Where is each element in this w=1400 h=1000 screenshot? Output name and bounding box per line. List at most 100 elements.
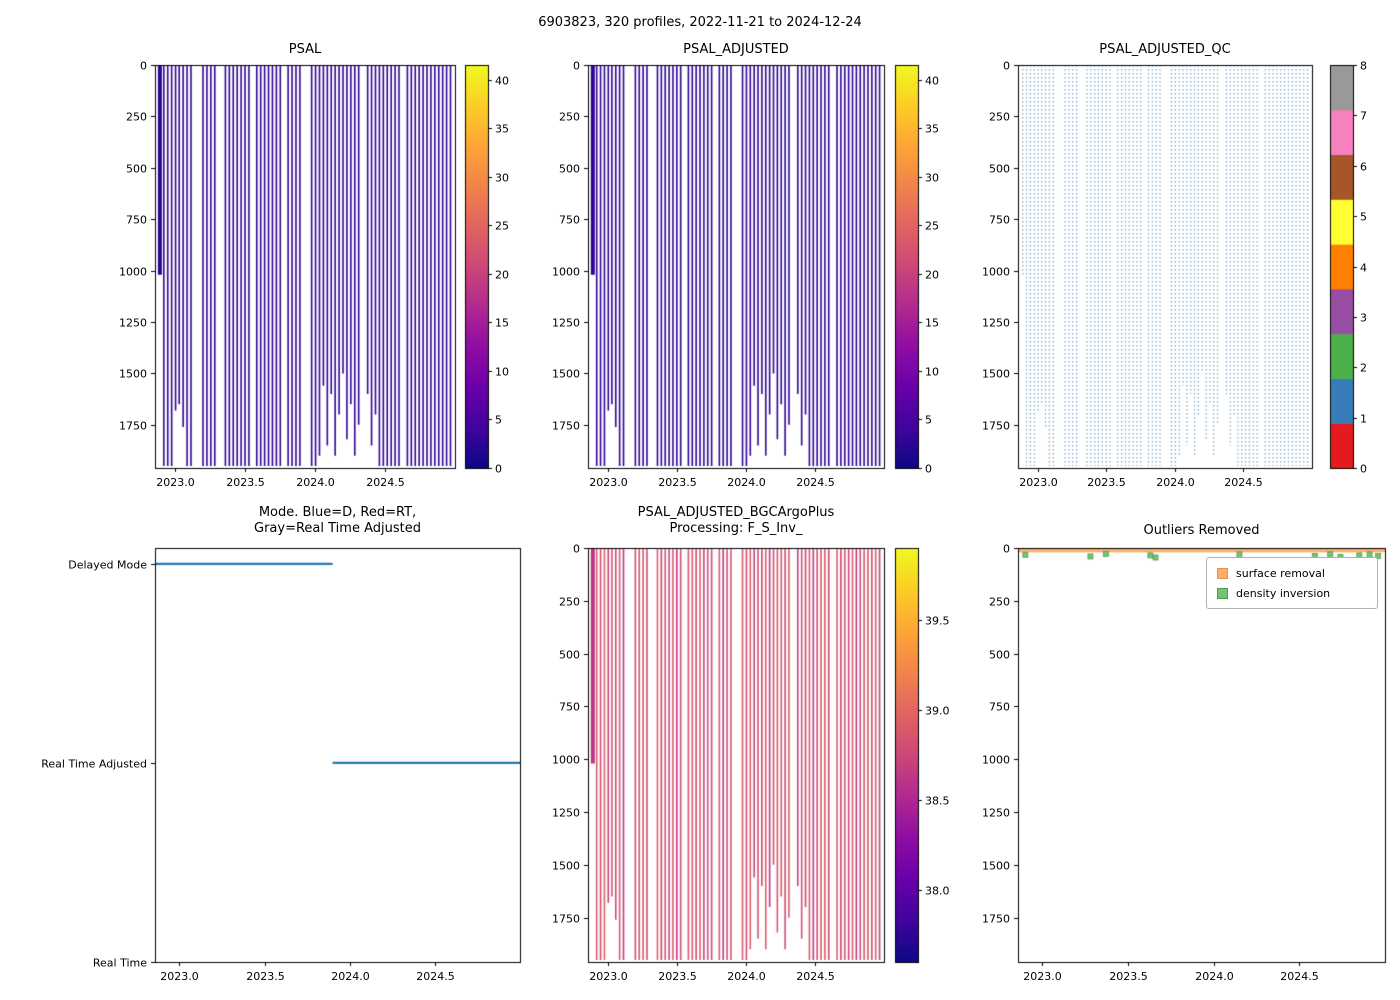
x-tick-label: 2023.5 (246, 970, 285, 983)
y-tick-label: 0 (573, 542, 580, 555)
colorbar-tick-label: 38.5 (925, 794, 950, 807)
y-tick-label: 0 (140, 59, 147, 72)
y-tick-label: 500 (989, 648, 1010, 661)
colorbar-tick-label: 15 (495, 316, 509, 329)
y-tick-label: 1250 (552, 316, 580, 329)
y-tick-label: 1500 (982, 859, 1010, 872)
y-tick-label: 1000 (119, 265, 147, 278)
colorbar-tick-label: 7 (1360, 109, 1367, 122)
y-tick-label: 1000 (982, 753, 1010, 766)
x-tick-label: 2023.5 (658, 476, 697, 489)
y-tick-label: 1750 (552, 419, 580, 432)
legend-item-density-inversion: density inversion (1215, 583, 1369, 603)
x-tick-label: 2024.5 (416, 970, 455, 983)
x-tick-label: 2023.0 (160, 970, 199, 983)
colorbar-tick-label: 30 (495, 171, 509, 184)
y-tick-label: 750 (989, 700, 1010, 713)
y-tick-label: 1000 (552, 265, 580, 278)
x-tick-label: 2024.0 (331, 970, 370, 983)
colorbar-tick-label: 8 (1360, 59, 1367, 72)
colorbar-tick-label: 5 (1360, 210, 1367, 223)
colorbar-tick-label: 40 (925, 74, 939, 87)
y-tick-label: 1500 (982, 367, 1010, 380)
y-tick-label: 500 (126, 162, 147, 175)
y-tick-label: 250 (126, 110, 147, 123)
y-tick-label: 500 (559, 162, 580, 175)
y-tick-label: 500 (559, 648, 580, 661)
y-tick-label: 500 (989, 162, 1010, 175)
y-tick-label: 0 (1003, 542, 1010, 555)
x-tick-label: 2024.0 (1156, 476, 1195, 489)
colorbar-tick-label: 4 (1360, 261, 1367, 274)
colorbar-tick-label: 39.5 (925, 614, 950, 627)
legend: surface removal density inversion (1206, 557, 1378, 609)
colorbar-tick-label: 20 (925, 268, 939, 281)
colorbar-tick-label: 40 (495, 74, 509, 87)
colorbar-tick-label: 0 (495, 462, 502, 475)
y-tick-label: 750 (989, 213, 1010, 226)
mode-category-label: Real Time (92, 956, 147, 969)
y-tick-label: 250 (989, 595, 1010, 608)
density-inversion-marker-icon (1217, 587, 1228, 599)
x-tick-label: 2023.0 (1023, 970, 1062, 983)
y-tick-label: 1750 (982, 912, 1010, 925)
colorbar-tick-label: 2 (1360, 361, 1367, 374)
colorbar-tick-label: 5 (495, 413, 502, 426)
x-tick-label: 2024.0 (727, 970, 766, 983)
x-tick-label: 2023.0 (156, 476, 195, 489)
x-tick-label: 2024.5 (366, 476, 405, 489)
mode-category-label: Real Time Adjusted (41, 757, 147, 770)
y-tick-label: 1000 (552, 753, 580, 766)
colorbar-tick-label: 25 (925, 219, 939, 232)
y-tick-label: 1250 (119, 316, 147, 329)
legend-label-surface-removal: surface removal (1236, 566, 1325, 580)
x-tick-label: 2023.0 (589, 476, 628, 489)
x-tick-label: 2023.0 (1019, 476, 1058, 489)
colorbar-tick-label: 10 (495, 365, 509, 378)
y-tick-label: 1750 (982, 419, 1010, 432)
colorbar-tick-label: 39.0 (925, 704, 950, 717)
y-tick-label: 750 (559, 700, 580, 713)
colorbar-tick-label: 38.0 (925, 884, 950, 897)
y-tick-label: 250 (559, 110, 580, 123)
y-tick-label: 1250 (982, 316, 1010, 329)
colorbar-tick-label: 10 (925, 365, 939, 378)
colorbar-tick-label: 30 (925, 171, 939, 184)
legend-label-density-inversion: density inversion (1236, 586, 1331, 600)
y-tick-label: 750 (559, 213, 580, 226)
colorbar-tick-label: 15 (925, 316, 939, 329)
x-tick-label: 2024.0 (727, 476, 766, 489)
y-tick-label: 0 (573, 59, 580, 72)
y-tick-label: 750 (126, 213, 147, 226)
y-tick-label: 1250 (982, 806, 1010, 819)
y-tick-label: 1500 (119, 367, 147, 380)
x-tick-label: 2023.5 (1087, 476, 1126, 489)
x-tick-label: 2023.0 (589, 970, 628, 983)
colorbar-tick-label: 0 (1360, 462, 1367, 475)
colorbar-tick-label: 3 (1360, 311, 1367, 324)
x-tick-label: 2024.5 (1280, 970, 1319, 983)
x-tick-label: 2024.0 (296, 476, 335, 489)
y-tick-label: 250 (989, 110, 1010, 123)
y-tick-label: 1750 (119, 419, 147, 432)
mode-category-label: Delayed Mode (68, 558, 147, 571)
colorbar-tick-label: 20 (495, 268, 509, 281)
colorbar-tick-label: 35 (495, 122, 509, 135)
y-tick-label: 1500 (552, 859, 580, 872)
y-tick-label: 1250 (552, 806, 580, 819)
x-tick-label: 2024.0 (1195, 970, 1234, 983)
colorbar-tick-label: 5 (925, 413, 932, 426)
colorbar-tick-label: 0 (925, 462, 932, 475)
colorbar-tick-label: 35 (925, 122, 939, 135)
surface-removal-marker-icon (1217, 567, 1228, 579)
x-tick-label: 2023.5 (658, 970, 697, 983)
x-tick-label: 2023.5 (1109, 970, 1148, 983)
colorbar-tick-label: 1 (1360, 412, 1367, 425)
colorbar-tick-label: 6 (1360, 160, 1367, 173)
y-tick-label: 1000 (982, 265, 1010, 278)
legend-item-surface-removal: surface removal (1215, 563, 1369, 583)
y-tick-label: 1750 (552, 912, 580, 925)
x-tick-label: 2024.5 (1224, 476, 1263, 489)
x-tick-label: 2024.5 (796, 476, 835, 489)
